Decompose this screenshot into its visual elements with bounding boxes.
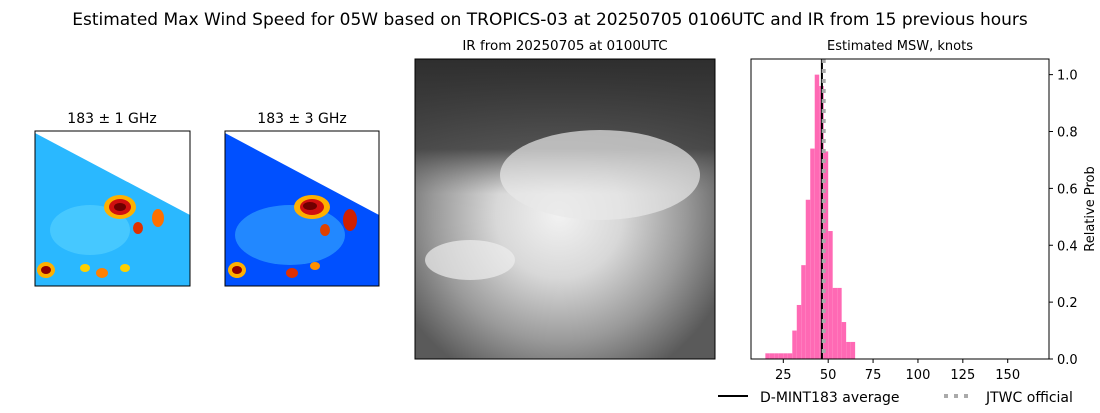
panel-title: IR from 20250705 at 0100UTC <box>462 38 667 54</box>
bar <box>823 151 829 359</box>
legend-label: D-MINT183 average <box>760 390 900 406</box>
bar <box>846 341 851 359</box>
bar <box>832 287 838 359</box>
bar <box>805 199 811 359</box>
bar <box>828 231 833 359</box>
y-axis-label: Relative Prob <box>1083 166 1098 251</box>
panel-title: 183 ± 3 GHz <box>257 111 346 127</box>
x-tick-label: 75 <box>865 368 882 383</box>
chart-title: Estimated MSW, knots <box>827 39 973 54</box>
panel-title: 183 ± 1 GHz <box>67 111 156 127</box>
bar <box>787 353 793 359</box>
histogram: Estimated MSW, knots <box>827 39 973 54</box>
y-tick-label: 0.4 <box>1057 239 1078 254</box>
bar <box>783 353 788 359</box>
x-tick-label: 150 <box>995 368 1020 383</box>
y-tick-label: 0.8 <box>1057 126 1078 141</box>
y-tick-label: 0.2 <box>1057 296 1078 311</box>
bar <box>814 74 820 360</box>
x-tick-label: 50 <box>820 368 837 383</box>
x-tick-label: 125 <box>950 368 975 383</box>
bar <box>841 322 847 359</box>
bar <box>837 287 842 359</box>
bar <box>810 148 815 359</box>
y-tick-label: 0.6 <box>1057 182 1078 197</box>
bar <box>765 353 770 359</box>
microwave-image <box>34 130 191 287</box>
bar <box>792 330 797 359</box>
bar <box>850 341 856 359</box>
bar <box>801 265 806 359</box>
microwave-image <box>224 130 380 287</box>
bar <box>769 353 775 359</box>
plot-frame <box>750 58 1050 360</box>
y-tick-label: 1.0 <box>1057 69 1078 84</box>
bar <box>796 304 802 359</box>
ir-image <box>414 58 716 360</box>
bar <box>778 353 784 359</box>
x-tick-label: 100 <box>906 368 931 383</box>
bar <box>774 353 779 359</box>
x-tick-label: 25 <box>775 368 792 383</box>
figure-title: Estimated Max Wind Speed for 05W based o… <box>72 10 1028 30</box>
legend-label: JTWC official <box>985 390 1073 406</box>
y-tick-label: 0.0 <box>1057 353 1078 368</box>
